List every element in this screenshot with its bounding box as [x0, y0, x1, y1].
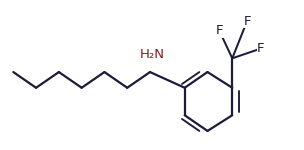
Text: H₂N: H₂N	[140, 48, 165, 61]
Text: F: F	[244, 15, 251, 27]
Text: F: F	[257, 42, 265, 55]
Text: F: F	[216, 24, 223, 37]
